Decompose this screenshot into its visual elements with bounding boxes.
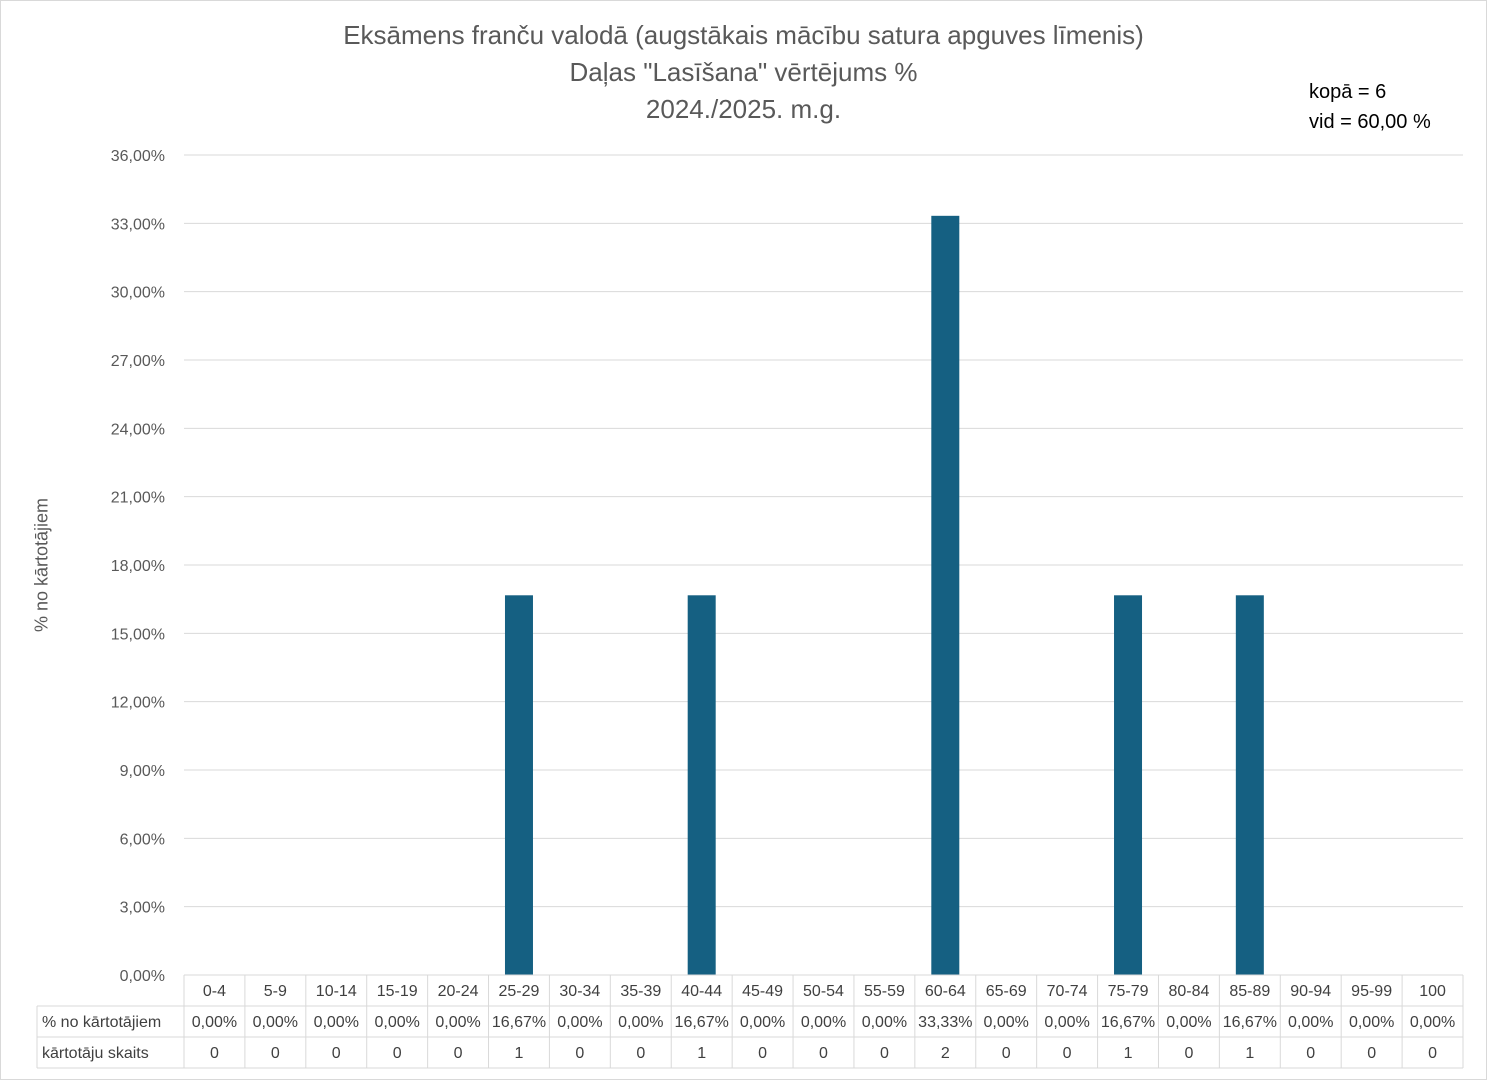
category-label: 25-29 [499, 983, 540, 1000]
category-label: 40-44 [681, 983, 722, 1000]
category-label: 65-69 [986, 983, 1027, 1000]
y-tick-label: 9,00% [120, 763, 165, 780]
category-label: 15-19 [377, 983, 418, 1000]
y-tick-label: 3,00% [120, 900, 165, 917]
table-cell: 0 [1306, 1045, 1315, 1062]
y-tick-label: 21,00% [111, 490, 165, 507]
table-cell: 0,00% [1349, 1014, 1394, 1031]
category-label: 20-24 [438, 983, 479, 1000]
y-tick-label: 6,00% [120, 831, 165, 848]
table-cell: 0 [271, 1045, 280, 1062]
table-cell: 0,00% [1166, 1014, 1211, 1031]
y-tick-label: 15,00% [111, 626, 165, 643]
chart-title-line-3: 2024./2025. m.g. [645, 94, 842, 124]
table-cell: 0,00% [192, 1014, 237, 1031]
table-cell: 1 [1245, 1045, 1254, 1062]
table-cell: 0,00% [1410, 1014, 1455, 1031]
category-label: 0-4 [203, 983, 226, 1000]
bar [1114, 595, 1143, 975]
table-cell: 0 [758, 1045, 767, 1062]
y-tick-label: 24,00% [111, 421, 165, 438]
table-cell: 2 [941, 1045, 950, 1062]
table-row-label: % no kārtotājiem [42, 1014, 161, 1031]
total-annotation: kopā = 6 [1309, 81, 1387, 103]
table-cell: 0,00% [435, 1014, 480, 1031]
category-label: 35-39 [620, 983, 661, 1000]
table-cell: 0,00% [557, 1014, 602, 1031]
table-cell: 0 [1184, 1045, 1193, 1062]
table-cell: 0 [332, 1045, 341, 1062]
category-label: 5-9 [264, 983, 287, 1000]
table-cell: 1 [515, 1045, 524, 1062]
table-cell: 0 [1002, 1045, 1011, 1062]
y-tick-label: 0,00% [120, 968, 165, 985]
category-label: 85-89 [1229, 983, 1270, 1000]
category-label: 10-14 [316, 983, 357, 1000]
category-label: 45-49 [742, 983, 783, 1000]
table-cell: 33,33% [918, 1014, 972, 1031]
table-cell: 0,00% [374, 1014, 419, 1031]
table-cell: 0,00% [801, 1014, 846, 1031]
table-cell: 0 [393, 1045, 402, 1062]
category-label: 90-94 [1290, 983, 1331, 1000]
table-cell: 0 [636, 1045, 645, 1062]
table-cell: 0,00% [314, 1014, 359, 1031]
y-tick-label: 30,00% [111, 285, 165, 302]
y-tick-label: 18,00% [111, 558, 165, 575]
category-label: 100 [1419, 983, 1446, 1000]
table-cell: 0 [1063, 1045, 1072, 1062]
category-label: 55-59 [864, 983, 905, 1000]
y-tick-label: 36,00% [111, 148, 165, 165]
y-tick-label: 12,00% [111, 695, 165, 712]
table-cell: 16,67% [675, 1014, 729, 1031]
table-cell: 0 [575, 1045, 584, 1062]
table-cell: 0 [210, 1045, 219, 1062]
table-cell: 1 [697, 1045, 706, 1062]
table-cell: 16,67% [1223, 1014, 1277, 1031]
table-cell: 16,67% [492, 1014, 546, 1031]
table-cell: 0,00% [253, 1014, 298, 1031]
table-cell: 0,00% [740, 1014, 785, 1031]
category-label: 70-74 [1047, 983, 1088, 1000]
table-cell: 0,00% [1288, 1014, 1333, 1031]
category-label: 75-79 [1108, 983, 1149, 1000]
table-row-label: kārtotāju skaits [42, 1045, 149, 1062]
table-cell: 1 [1124, 1045, 1133, 1062]
table-cell: 0,00% [618, 1014, 663, 1031]
category-label: 30-34 [559, 983, 600, 1000]
table-cell: 0,00% [1044, 1014, 1089, 1031]
table-cell: 0 [819, 1045, 828, 1062]
y-tick-label: 33,00% [111, 216, 165, 233]
table-cell: 0 [454, 1045, 463, 1062]
category-label: 95-99 [1351, 983, 1392, 1000]
bar [687, 595, 716, 975]
bar [931, 215, 960, 976]
bar [504, 595, 533, 975]
table-cell: 0 [1428, 1045, 1437, 1062]
table-cell: 16,67% [1101, 1014, 1155, 1031]
category-label: 80-84 [1168, 983, 1209, 1000]
mean-annotation: vid = 60,00 % [1309, 111, 1431, 133]
chart-title-line-1: Eksāmens franču valodā (augstākais mācīb… [343, 20, 1144, 50]
table-cell: 0 [1367, 1045, 1376, 1062]
category-label: 60-64 [925, 983, 966, 1000]
bar [1235, 595, 1264, 975]
table-cell: 0,00% [984, 1014, 1029, 1031]
y-tick-label: 27,00% [111, 353, 165, 370]
table-cell: 0,00% [862, 1014, 907, 1031]
table-cell: 0 [880, 1045, 889, 1062]
chart-title-line-2: Daļas "Lasīšana" vērtējums % [569, 57, 918, 87]
category-label: 50-54 [803, 983, 844, 1000]
